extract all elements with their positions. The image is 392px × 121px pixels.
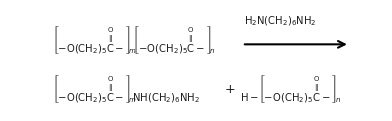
Text: $+$: $+$: [224, 83, 236, 96]
Text: $\left[-\mathrm{O(CH_2)_5\overset{O}{\overset{\|}{C}}-}\right]_{\!\!m}\!\!\left[: $\left[-\mathrm{O(CH_2)_5\overset{O}{\ov…: [52, 25, 216, 56]
Text: $\mathrm{H_2N(CH_2)_6NH_2}$: $\mathrm{H_2N(CH_2)_6NH_2}$: [243, 15, 316, 28]
Text: $\mathrm{H}-\!\left[-\mathrm{O(CH_2)_5\overset{O}{\overset{\|}{C}}-}\right]_{\!\: $\mathrm{H}-\!\left[-\mathrm{O(CH_2)_5\o…: [240, 73, 341, 105]
Text: $\left[-\mathrm{O(CH_2)_5\overset{O}{\overset{\|}{C}}-}\right]_{\!\!m}\!\!\mathr: $\left[-\mathrm{O(CH_2)_5\overset{O}{\ov…: [52, 73, 200, 105]
